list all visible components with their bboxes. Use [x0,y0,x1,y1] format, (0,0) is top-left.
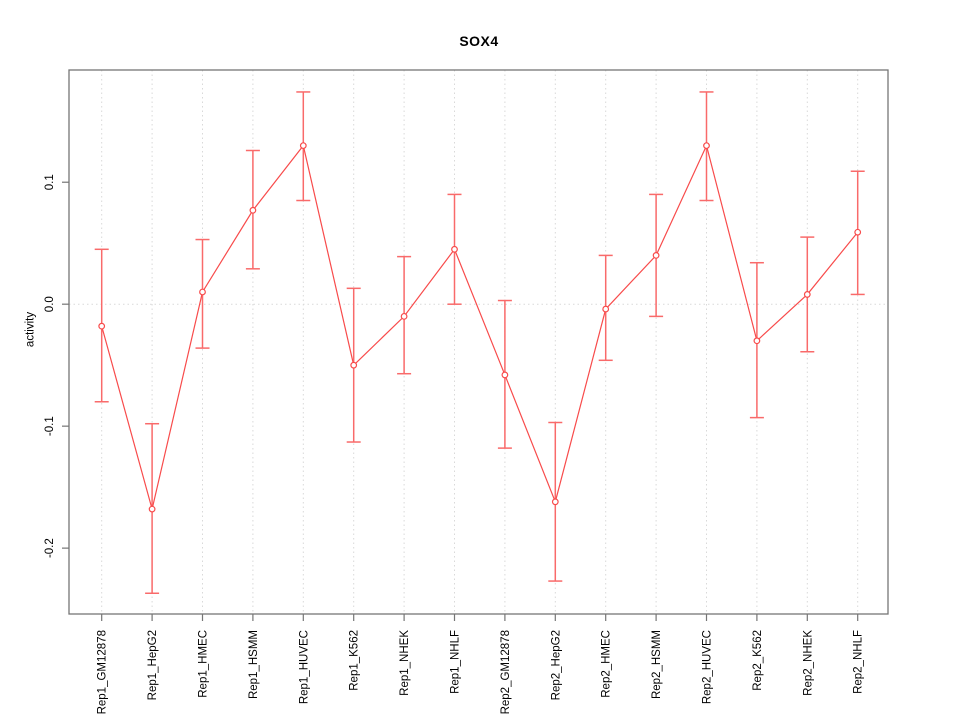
y-tick-label: 0.0 [44,296,56,312]
data-point-marker [249,206,257,214]
data-point-marker [350,361,358,369]
x-category-label: Rep1_HepG2 [147,630,159,700]
data-point-marker [854,228,862,236]
x-category-label: Rep1_NHLF [450,630,462,694]
data-point-marker [148,505,156,513]
x-category-label: Rep2_HMEC [601,630,613,698]
y-tick-label: -0.1 [44,416,56,436]
x-category-label: Rep2_HUVEC [702,630,714,704]
y-tick-label: 0.1 [44,174,56,190]
data-point-marker [652,251,660,259]
data-point-marker [551,498,559,506]
series-line [101,143,859,510]
x-category-label: Rep1_HUVEC [298,630,310,704]
data-point-marker [98,322,106,330]
x-category-label: Rep1_HSMM [248,630,260,699]
data-point-marker [199,288,206,296]
data-point-marker [400,312,408,320]
data-point-marker [501,371,509,379]
data-point-marker [299,142,307,150]
x-category-label: Rep1_GM12878 [97,630,109,714]
data-point-marker [703,142,710,150]
data-point-marker [451,245,458,253]
data-point-marker [753,337,761,345]
x-category-label: Rep1_K562 [349,630,361,691]
chart-title: SOX4 [459,33,499,49]
x-category-label: Rep1_NHEK [399,630,411,696]
y-axis-label: activity [24,311,37,348]
plot-frame [68,69,889,615]
x-category-label: Rep2_NHEK [802,630,814,696]
x-category-label: Rep2_HepG2 [550,630,562,700]
x-category-label: Rep2_NHLF [853,630,865,694]
x-category-label: Rep2_K562 [752,630,764,691]
y-tick-label: -0.2 [44,538,56,558]
x-category-label: Rep2_HSMM [651,630,663,699]
data-point-marker [602,305,610,313]
data-point-marker [803,291,811,298]
x-category-label: Rep1_HMEC [198,630,210,698]
x-category-label: Rep2_GM12878 [500,630,512,714]
